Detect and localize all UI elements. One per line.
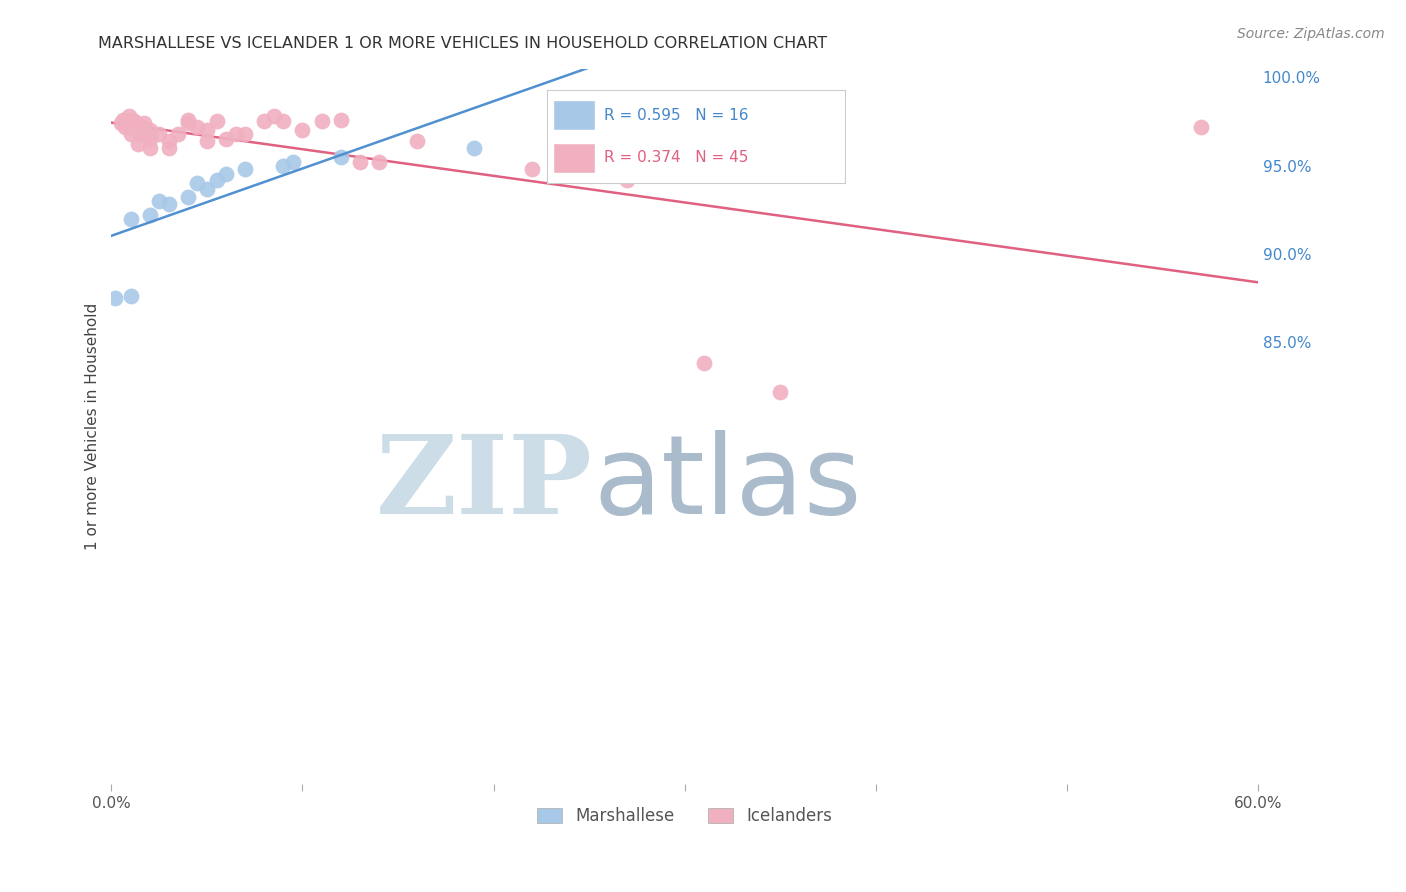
Point <box>138 141 160 155</box>
Point <box>215 168 238 182</box>
Point <box>138 208 160 222</box>
Point <box>205 173 228 187</box>
Point <box>138 132 160 146</box>
Point <box>616 173 638 187</box>
Legend: Marshallese, Icelanders: Marshallese, Icelanders <box>537 807 832 825</box>
Point <box>127 137 149 152</box>
Point <box>215 132 238 146</box>
Point <box>406 134 429 148</box>
Text: atlas: atlas <box>593 430 862 537</box>
Text: Source: ZipAtlas.com: Source: ZipAtlas.com <box>1237 27 1385 41</box>
Text: MARSHALLESE VS ICELANDER 1 OR MORE VEHICLES IN HOUSEHOLD CORRELATION CHART: MARSHALLESE VS ICELANDER 1 OR MORE VEHIC… <box>98 36 828 51</box>
Point <box>117 109 139 123</box>
Point <box>233 162 256 177</box>
Point <box>138 123 160 137</box>
Point <box>186 120 208 134</box>
Point <box>311 114 333 128</box>
Point <box>115 114 138 128</box>
Point <box>177 190 200 204</box>
Point <box>135 127 157 141</box>
Point <box>225 127 247 141</box>
Point <box>195 123 218 137</box>
Point <box>129 127 152 141</box>
Point <box>120 127 142 141</box>
Point <box>157 134 180 148</box>
Point <box>273 114 295 128</box>
Point <box>1189 120 1212 134</box>
Point <box>157 197 180 211</box>
Point <box>205 114 228 128</box>
Point <box>463 141 485 155</box>
Point <box>693 356 716 370</box>
Point <box>329 150 352 164</box>
Point <box>177 116 200 130</box>
Point <box>233 127 256 141</box>
Point <box>273 159 295 173</box>
Point <box>520 162 543 177</box>
Point <box>769 384 792 399</box>
Point <box>263 109 285 123</box>
Point <box>148 127 170 141</box>
Point <box>367 155 389 169</box>
Point <box>121 112 143 127</box>
Point <box>120 120 142 134</box>
Point <box>157 141 180 155</box>
Point <box>186 177 208 191</box>
Y-axis label: 1 or more Vehicles in Household: 1 or more Vehicles in Household <box>86 302 100 549</box>
Point <box>104 291 127 305</box>
Point <box>177 112 200 127</box>
Point <box>131 120 153 134</box>
Point <box>132 116 155 130</box>
Point <box>349 155 371 169</box>
Point <box>167 127 190 141</box>
Point <box>195 134 218 148</box>
Point <box>120 211 142 226</box>
Text: ZIP: ZIP <box>377 430 593 537</box>
Point <box>110 116 132 130</box>
Point <box>148 194 170 208</box>
Point <box>125 116 148 130</box>
Point <box>111 112 134 127</box>
Point <box>114 120 136 134</box>
Point <box>120 289 142 303</box>
Point <box>195 181 218 195</box>
Point <box>329 112 352 127</box>
Point <box>124 114 146 128</box>
Point <box>291 123 314 137</box>
Point <box>281 155 304 169</box>
Point <box>253 114 276 128</box>
